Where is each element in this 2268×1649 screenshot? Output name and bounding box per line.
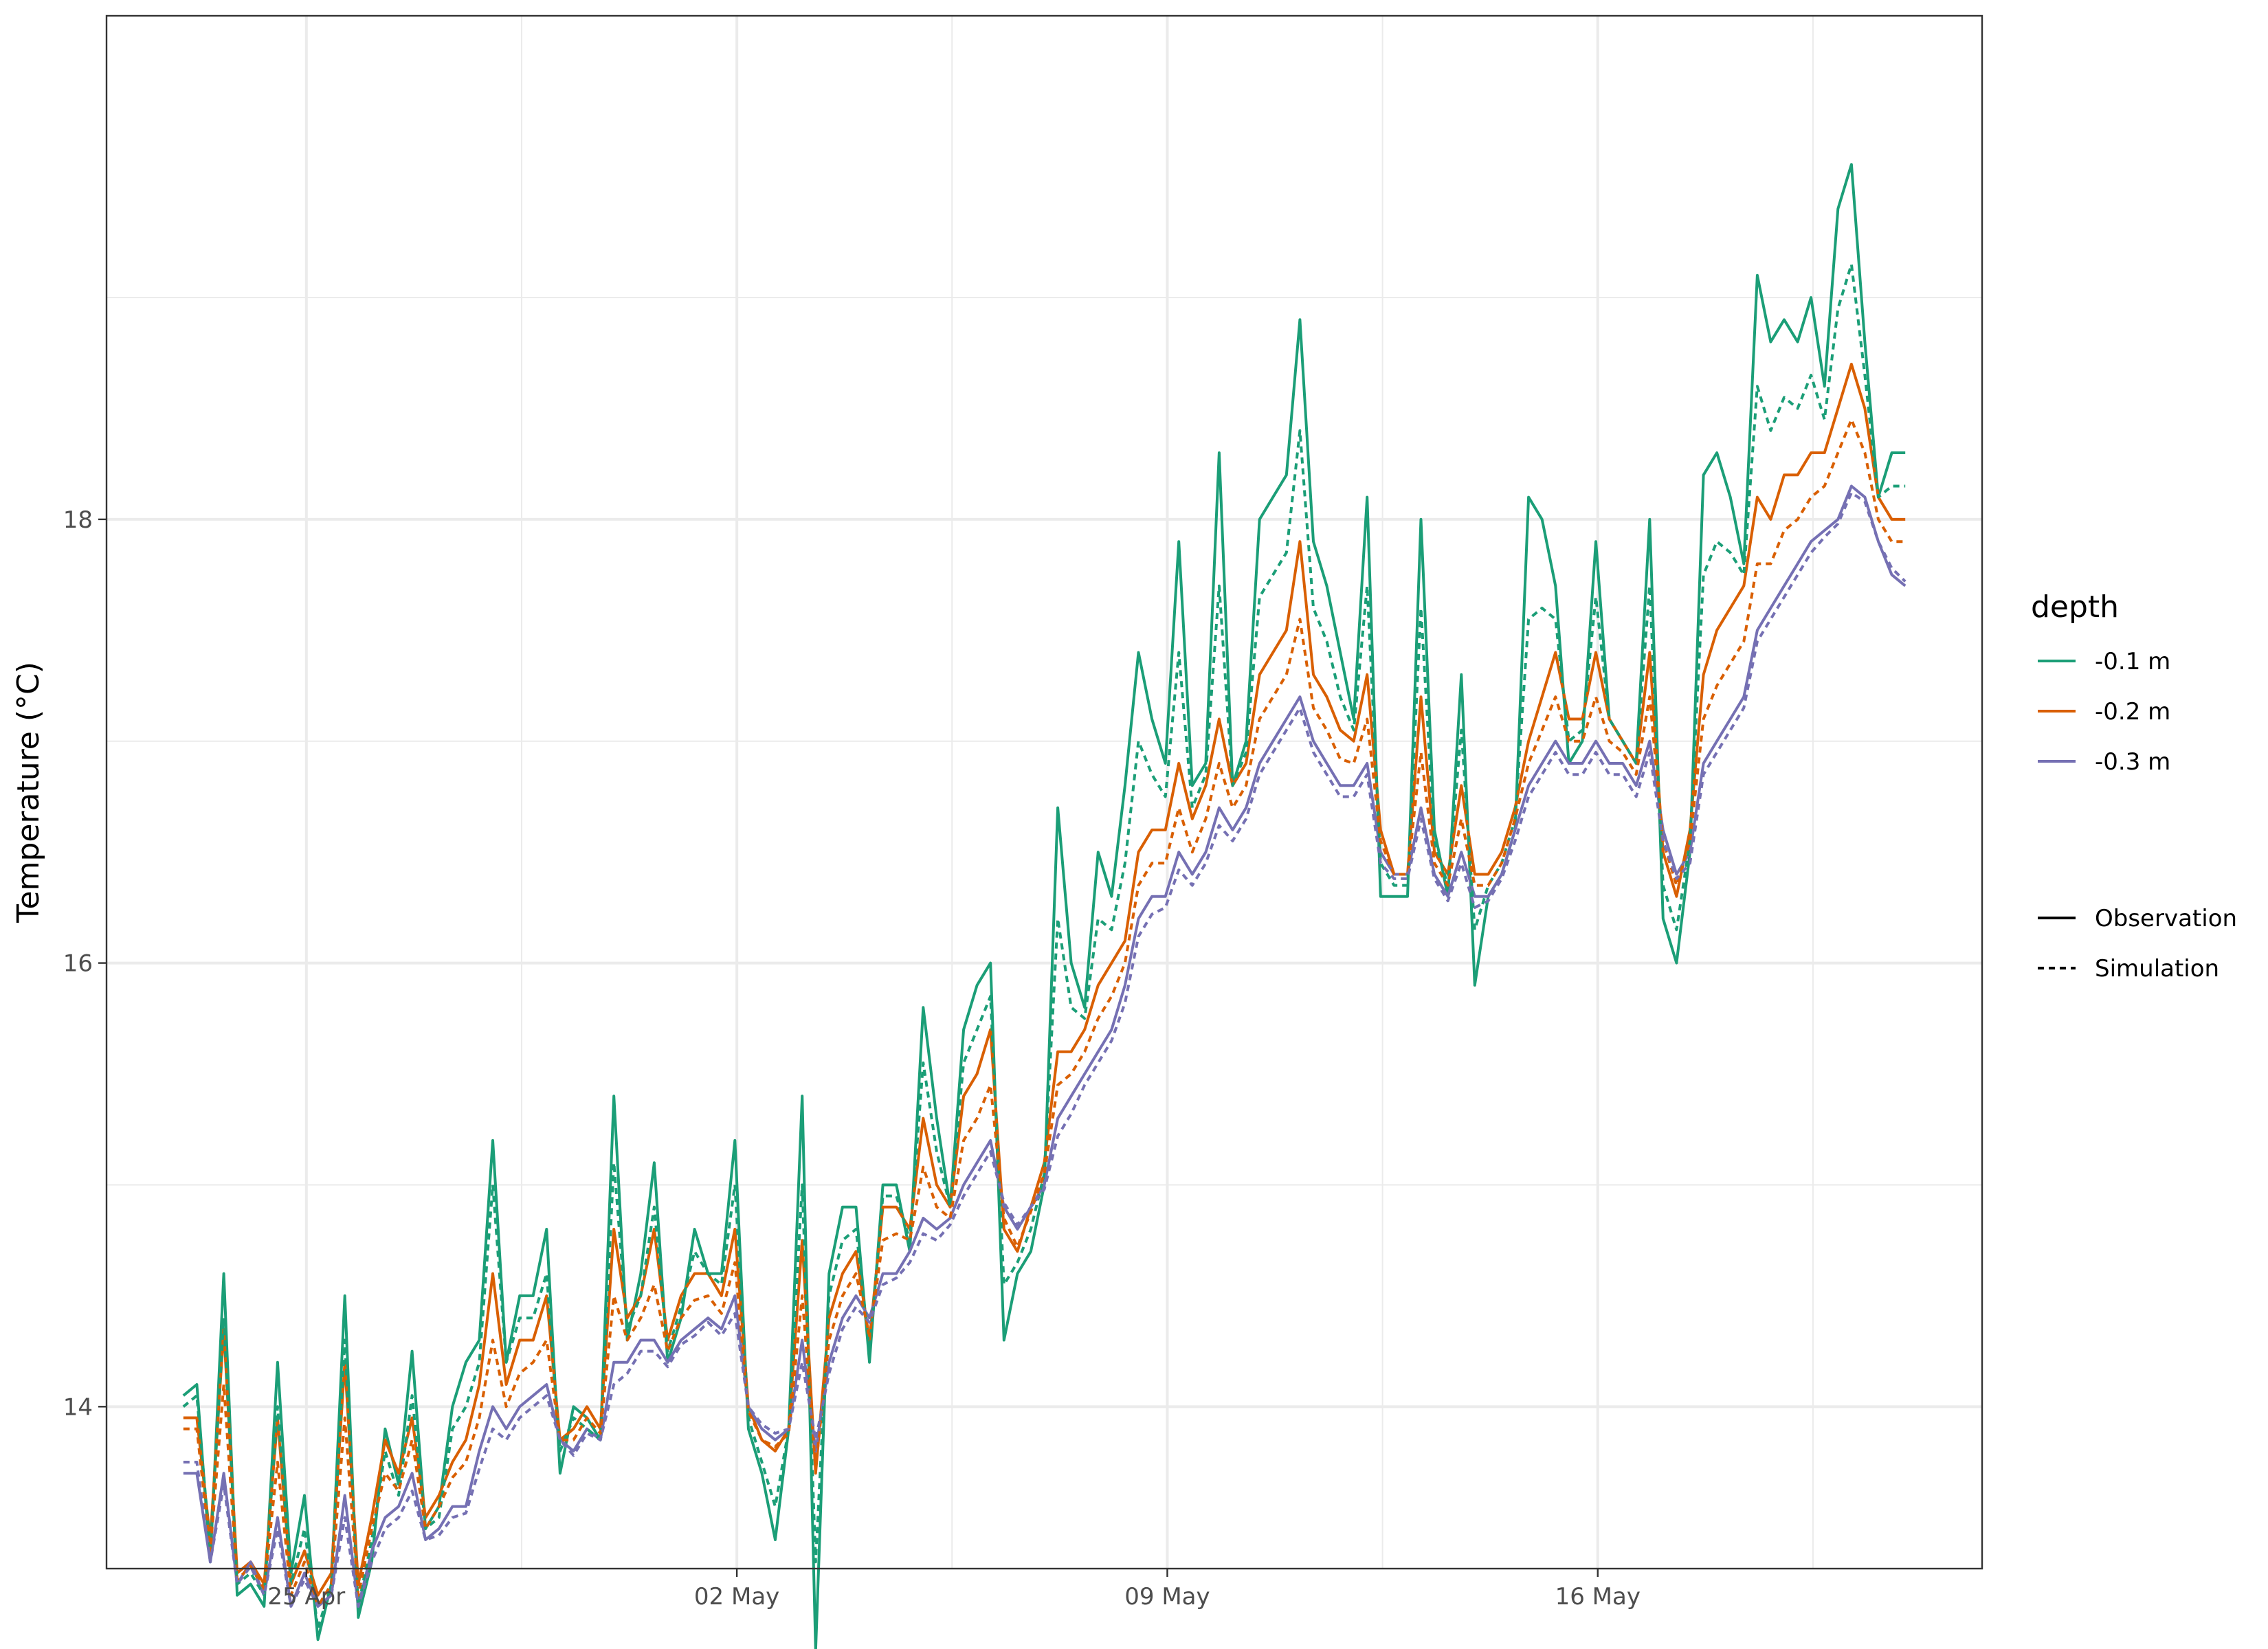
plot-panel bbox=[105, 14, 1983, 1649]
minor-gridlines bbox=[107, 16, 1982, 1569]
series-line-02mm-simulation bbox=[183, 418, 1906, 1608]
legend-color-label: -0.2 m bbox=[2095, 698, 2170, 726]
legend-color-entries: -0.1 m -0.2 m -0.3 m bbox=[2038, 648, 2170, 776]
series-line-01mm-simulation bbox=[182, 262, 1906, 1630]
legend-color-label: -0.1 m bbox=[2095, 648, 2170, 675]
y-axis: 14 16 18 bbox=[63, 506, 107, 1421]
legend-color-label: -0.3 m bbox=[2095, 748, 2170, 776]
y-tick-label: 18 bbox=[63, 506, 93, 534]
series-line-03mm-observation bbox=[183, 484, 1906, 1608]
legend: depth -0.1 m -0.2 m -0.3 m Observation Simu… bbox=[2031, 590, 2237, 983]
legend-linetype-entries: Observation Simulation bbox=[2038, 905, 2237, 983]
panel-border bbox=[105, 14, 1983, 1570]
series-lines bbox=[182, 163, 1906, 1649]
y-axis-title: Temperature (°C) bbox=[11, 662, 46, 923]
x-axis: 25 Apr 02 May 09 May 16 May bbox=[267, 1569, 1641, 1611]
y-tick-label: 14 bbox=[63, 1393, 93, 1421]
legend-linetype-label: Simulation bbox=[2095, 955, 2219, 983]
x-tick-label: 09 May bbox=[1124, 1583, 1210, 1611]
series-line-03mm-simulation bbox=[183, 491, 1906, 1608]
legend-title: depth bbox=[2031, 590, 2119, 625]
x-tick-label: 25 Apr bbox=[267, 1583, 345, 1611]
x-tick-label: 16 May bbox=[1555, 1583, 1641, 1611]
y-tick-label: 16 bbox=[63, 950, 93, 978]
x-tick-label: 02 May bbox=[694, 1583, 779, 1611]
panel-background bbox=[107, 16, 1982, 1569]
legend-linetype-label: Observation bbox=[2095, 905, 2237, 932]
major-gridlines bbox=[107, 16, 1982, 1569]
